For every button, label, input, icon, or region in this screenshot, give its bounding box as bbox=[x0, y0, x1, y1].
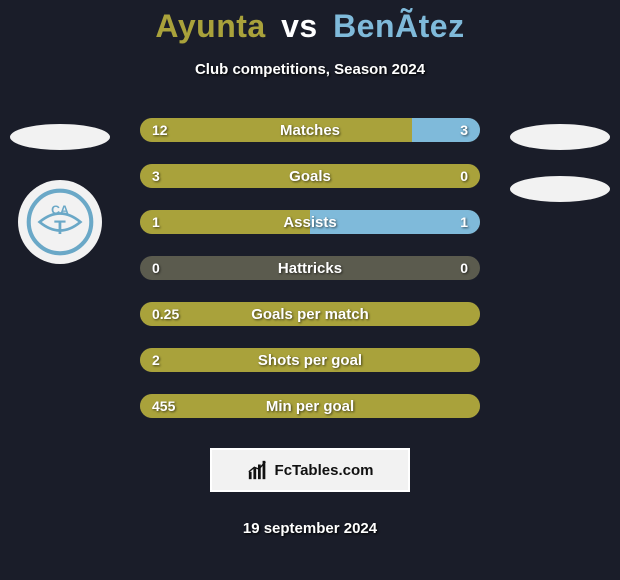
stat-bar-right bbox=[412, 118, 480, 142]
stat-row: Assists11 bbox=[140, 210, 480, 234]
stat-bar-left bbox=[140, 164, 480, 188]
brand-box: FcTables.com bbox=[210, 448, 410, 492]
subtitle: Club competitions, Season 2024 bbox=[195, 61, 425, 78]
page-title: Ayunta vs BenÃ­tez bbox=[155, 8, 464, 45]
stat-value-left: 0 bbox=[152, 256, 160, 280]
comparison-card: Ayunta vs BenÃ­tez Club competitions, Se… bbox=[0, 0, 620, 580]
stat-row: Hattricks0 0 bbox=[140, 256, 480, 280]
stat-row: Matches123 bbox=[140, 118, 480, 142]
stat-bar-right bbox=[310, 210, 480, 234]
chart-icon bbox=[247, 459, 269, 481]
stats-list: Matches123 Goals30 Assists11 Hattricks0 0 Goa… bbox=[0, 118, 620, 418]
stat-row: Shots per goal2 bbox=[140, 348, 480, 372]
title-vs: vs bbox=[281, 8, 318, 44]
stat-row: Min per goal455 bbox=[140, 394, 480, 418]
stat-value-right: 0 bbox=[460, 256, 468, 280]
stat-bar-left bbox=[140, 118, 412, 142]
stat-bar-left bbox=[140, 348, 480, 372]
stat-bar-left bbox=[140, 302, 480, 326]
stat-label: Hattricks bbox=[140, 256, 480, 280]
stat-row: Goals per match0.25 bbox=[140, 302, 480, 326]
brand-text: FcTables.com bbox=[275, 462, 374, 479]
date-text: 19 september 2024 bbox=[243, 520, 377, 537]
stat-bar-left bbox=[140, 394, 480, 418]
stat-bar-left bbox=[140, 210, 310, 234]
title-player2: BenÃ­tez bbox=[333, 8, 465, 44]
title-player1: Ayunta bbox=[155, 8, 265, 44]
stat-row: Goals30 bbox=[140, 164, 480, 188]
